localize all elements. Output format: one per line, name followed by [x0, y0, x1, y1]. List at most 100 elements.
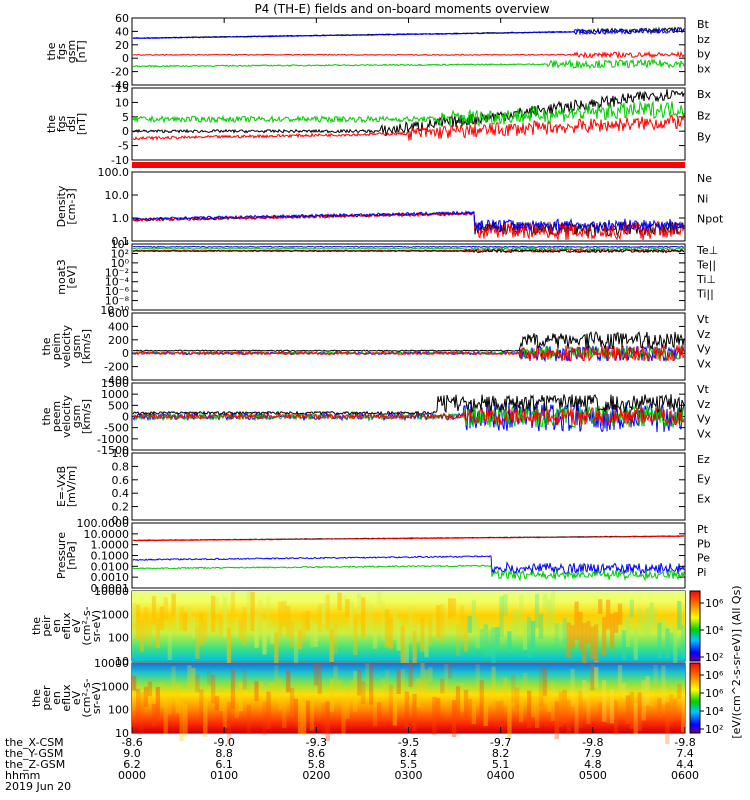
y-axis-label: the [40, 337, 53, 355]
spectrogram-cell [408, 663, 413, 687]
y-axis-label: the [45, 115, 58, 133]
y-tick-label: 20 [115, 39, 129, 52]
colorbar-tick-label: 10⁶ [705, 669, 724, 682]
y-tick-label: 1000 [101, 388, 129, 401]
spectrogram-cell [451, 598, 457, 616]
trace-peim-vz [132, 345, 685, 363]
spectrogram-cell [613, 612, 619, 633]
spectrogram-cell [167, 688, 172, 715]
spectrogram-cell [396, 669, 401, 694]
x-row-label: hhmm [5, 769, 40, 782]
colorbar-peer-gradient [689, 662, 701, 734]
spectrogram-cell [171, 593, 176, 616]
spectrogram-cell [420, 617, 425, 652]
spectrogram-cell [234, 692, 239, 719]
spectrogram-cell [175, 608, 180, 629]
trace-peem-vt [132, 393, 685, 416]
spectrogram-cell [610, 689, 615, 724]
legend-ey: Ey [697, 473, 711, 486]
spectrogram-cell [479, 629, 484, 645]
spectrogram-cell [467, 616, 473, 633]
y-tick-label: -500 [104, 422, 129, 435]
spectrogram-cell [333, 666, 338, 689]
x-tick-label: 6.1 [215, 758, 233, 771]
y-axis-label: sr-eV) [90, 610, 103, 642]
legend-bx: bx [697, 62, 711, 75]
spectrogram-cell [527, 616, 532, 658]
spectrogram-cell [594, 624, 599, 662]
y-tick-label: 0.6 [112, 474, 130, 487]
spectrogram-cell [388, 684, 394, 717]
y-axis-label: eV [70, 618, 83, 633]
spectrogram-cell [135, 688, 141, 723]
spectrogram-cell [380, 600, 386, 641]
spectrogram-cell [286, 605, 291, 638]
colorbar-tick-label: 10² [705, 723, 723, 736]
spectrogram-cell [673, 627, 678, 667]
y-tick-label: -200 [104, 361, 129, 374]
spectrogram-cell [550, 680, 555, 722]
legend-vt: Vt [697, 313, 710, 326]
legend-vz: Vz [697, 398, 711, 411]
spectrogram-cell [159, 681, 164, 708]
legend-te⊥: Te⊥ [696, 244, 718, 257]
y-axis-label: eflux [60, 612, 73, 640]
spectrogram-cell [337, 679, 342, 694]
spectrogram-cell [463, 615, 469, 652]
spectrogram-cell [448, 663, 453, 679]
spectrogram-cell [495, 701, 500, 722]
spectrogram-cell [151, 704, 157, 727]
spectrogram-cell [365, 663, 370, 684]
spectrogram-cell [436, 605, 441, 639]
x-row-label: the_Z-GSM [5, 758, 65, 771]
spectrogram-cell [187, 665, 192, 688]
legend-by: By [697, 131, 712, 144]
spectrogram-cell [507, 631, 512, 653]
spectrogram-cell [392, 691, 397, 726]
trace-pe [132, 564, 685, 582]
legend-vy: Vy [697, 413, 711, 426]
spectrogram-cell [483, 699, 488, 726]
colorbar-tick-label: 10⁴ [705, 705, 724, 718]
spectrogram-cell [586, 682, 591, 724]
spectrogram-cell [542, 593, 548, 610]
spectrogram-cell [637, 692, 642, 731]
spectrogram-cell [641, 611, 646, 636]
panels: 6040200-20-40thefgsgsm[nT]Btbzbybx151050… [30, 12, 724, 740]
spectrogram-cell [365, 599, 370, 631]
spectrogram-cell [677, 601, 682, 630]
legend-pe: Pe [697, 552, 710, 565]
spectrogram-cell [191, 616, 196, 638]
x-tick-label: 5.5 [400, 758, 418, 771]
y-axis-label: the [40, 407, 53, 425]
spectrogram-cell [625, 615, 631, 647]
spectrogram-cell [159, 606, 164, 630]
spectrogram-cell [625, 695, 631, 724]
panel-frame [131, 243, 686, 311]
spectrogram-cell [333, 623, 338, 654]
spectrogram-cell [420, 663, 425, 692]
y-axis-label: [nT] [75, 40, 88, 62]
spectrogram-cell [317, 664, 322, 694]
y-tick-label: 0.0100 [91, 560, 130, 573]
spectrogram-cell [633, 702, 638, 737]
spectrogram-cell [436, 698, 441, 723]
spectrogram-cell [187, 606, 192, 633]
spectrogram-cell [554, 701, 559, 740]
x-row-label: the_Y-GSM [5, 747, 63, 760]
spectrogram-cell [673, 698, 678, 718]
spectrogram-cell [258, 681, 263, 699]
spectrogram-cell [408, 605, 413, 645]
spectrogram-cell [226, 702, 232, 744]
y-tick-label: 0 [122, 52, 129, 65]
panel-frame [131, 452, 686, 521]
spectrogram-cell [282, 600, 287, 627]
trace-bt [132, 26, 685, 39]
y-tick-label: 100.0 [98, 166, 130, 179]
y-axis-label: gsm [70, 405, 83, 428]
spectrogram-cell [329, 678, 334, 712]
spectrogram-cell [175, 684, 180, 714]
y-axis-label: (cm²-s- [80, 678, 93, 717]
x-tick-label: 0500 [579, 769, 607, 782]
